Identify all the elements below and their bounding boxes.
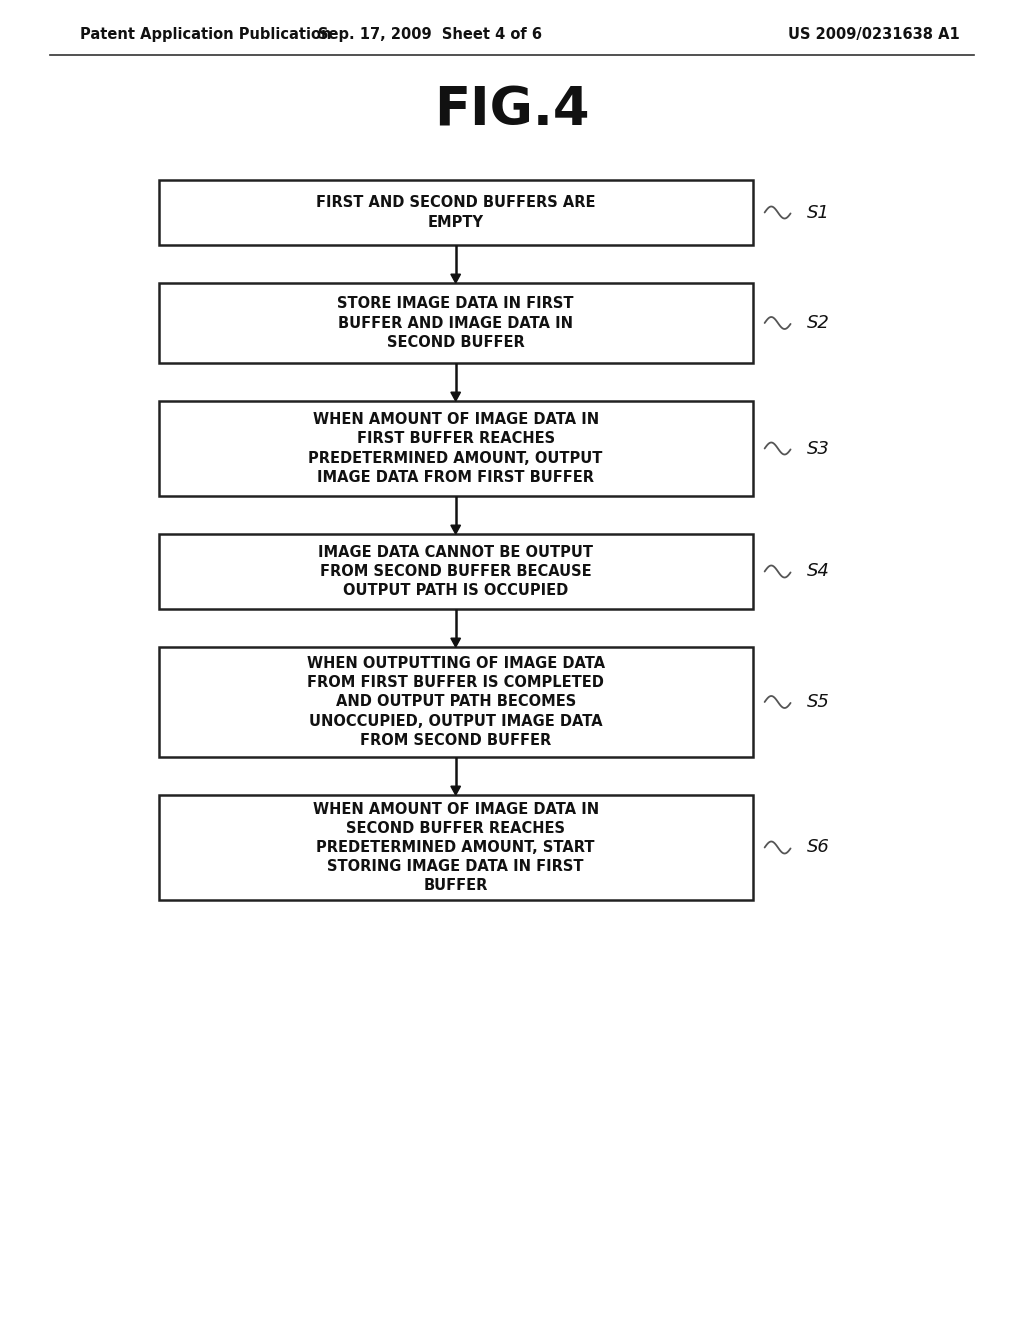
Text: S4: S4 [807,562,829,581]
Text: IMAGE DATA CANNOT BE OUTPUT
FROM SECOND BUFFER BECAUSE
OUTPUT PATH IS OCCUPIED: IMAGE DATA CANNOT BE OUTPUT FROM SECOND … [318,545,593,598]
Text: FIG.4: FIG.4 [434,84,590,136]
Polygon shape [451,275,461,282]
Text: S2: S2 [807,314,829,333]
Text: WHEN OUTPUTTING OF IMAGE DATA
FROM FIRST BUFFER IS COMPLETED
AND OUTPUT PATH BEC: WHEN OUTPUTTING OF IMAGE DATA FROM FIRST… [306,656,605,748]
Bar [159,535,753,609]
Text: STORE IMAGE DATA IN FIRST
BUFFER AND IMAGE DATA IN
SECOND BUFFER: STORE IMAGE DATA IN FIRST BUFFER AND IMA… [338,296,573,350]
Text: FIRST AND SECOND BUFFERS ARE
EMPTY: FIRST AND SECOND BUFFERS ARE EMPTY [316,195,595,230]
Text: S6: S6 [807,838,829,857]
Polygon shape [451,787,461,795]
Text: WHEN AMOUNT OF IMAGE DATA IN
FIRST BUFFER REACHES
PREDETERMINED AMOUNT, OUTPUT
I: WHEN AMOUNT OF IMAGE DATA IN FIRST BUFFE… [308,412,603,484]
Text: Sep. 17, 2009  Sheet 4 of 6: Sep. 17, 2009 Sheet 4 of 6 [318,28,542,42]
Text: S1: S1 [807,203,829,222]
Bar [159,647,753,756]
Text: Patent Application Publication: Patent Application Publication [80,28,332,42]
Polygon shape [451,392,461,401]
Bar [159,180,753,246]
Text: WHEN AMOUNT OF IMAGE DATA IN
SECOND BUFFER REACHES
PREDETERMINED AMOUNT, START
S: WHEN AMOUNT OF IMAGE DATA IN SECOND BUFF… [312,801,599,894]
Polygon shape [451,638,461,647]
Text: S5: S5 [807,693,829,711]
Bar [159,795,753,900]
Bar [159,401,753,496]
Text: US 2009/0231638 A1: US 2009/0231638 A1 [788,28,961,42]
Polygon shape [451,525,461,535]
Bar [159,282,753,363]
Text: S3: S3 [807,440,829,458]
